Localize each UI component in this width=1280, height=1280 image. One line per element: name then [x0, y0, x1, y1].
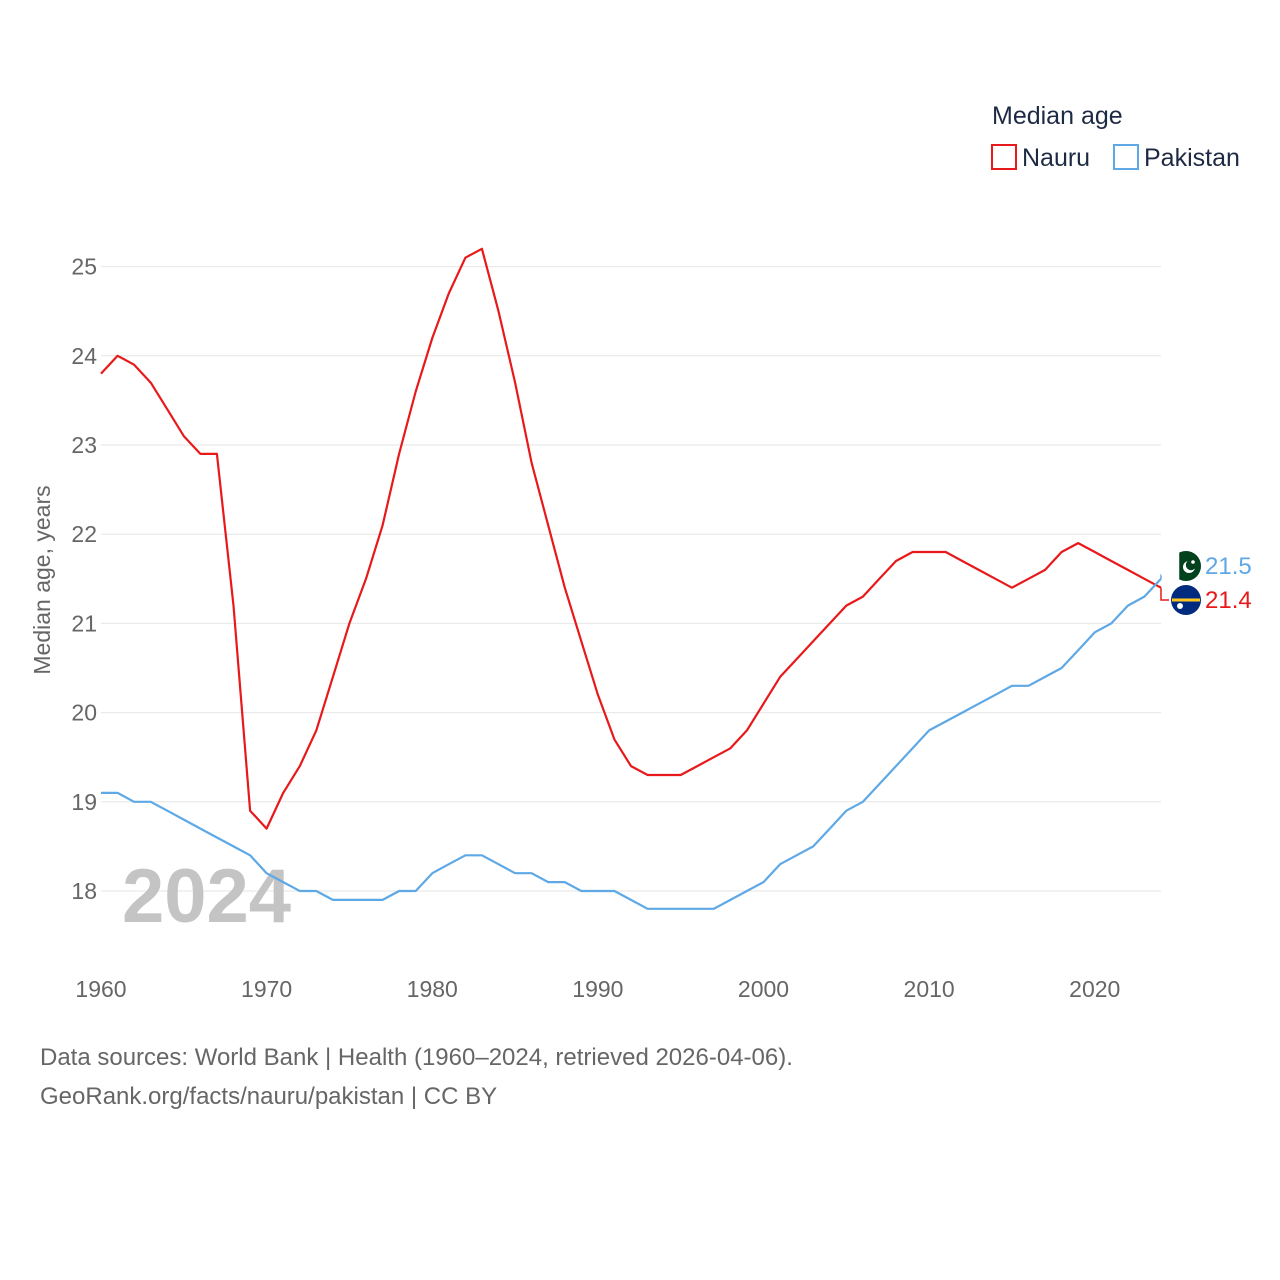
y-axis-label: Median age, years	[29, 485, 55, 674]
x-tick-label: 1970	[241, 976, 292, 1002]
x-tick-label: 2010	[904, 976, 955, 1002]
grid	[101, 266, 1161, 892]
pakistan-flag-star	[1191, 560, 1195, 564]
end-labels: 21.4 21.5	[1158, 551, 1252, 615]
x-tick-label: 1990	[572, 976, 623, 1002]
pakistan-flag-icon	[1158, 551, 1201, 581]
pakistan-flag-white-band	[1158, 551, 1180, 581]
series-line-nauru[interactable]	[100, 247, 1162, 830]
legend: Median age Nauru Pakistan	[991, 102, 1240, 172]
x-tick-label: 1960	[75, 976, 126, 1002]
y-tick-label: 20	[71, 700, 97, 726]
x-tick-label: 1980	[407, 976, 458, 1002]
y-tick-label: 24	[71, 343, 97, 369]
y-tick-label: 23	[71, 432, 97, 458]
x-axis-ticks: 1960 1970 1980 1990 2000 2010 2020	[75, 976, 1120, 1002]
legend-label-pakistan: Pakistan	[1144, 144, 1240, 172]
legend-swatch-pakistan	[1113, 144, 1139, 170]
y-tick-label: 22	[71, 521, 97, 547]
end-connector-nauru	[1160, 587, 1169, 601]
end-value-pakistan: 21.5	[1205, 553, 1252, 580]
nauru-flag-icon	[1171, 585, 1201, 615]
x-tick-label: 2020	[1069, 976, 1120, 1002]
y-tick-label: 18	[71, 878, 97, 904]
attribution-link[interactable]: GeoRank.org/facts/nauru/pakistan | CC BY	[40, 1083, 498, 1110]
legend-item-pakistan[interactable]: Pakistan	[1113, 144, 1240, 172]
y-tick-label: 25	[71, 254, 97, 280]
nauru-flag-stripe	[1172, 598, 1200, 602]
y-tick-label: 19	[71, 789, 97, 815]
data-sources-note: Data sources: World Bank | Health (1960–…	[40, 1044, 793, 1071]
legend-swatch-nauru	[991, 144, 1017, 170]
y-tick-label: 21	[71, 610, 97, 636]
series-lines	[100, 247, 1162, 910]
series-line-pakistan[interactable]	[101, 578, 1162, 910]
x-tick-label: 2000	[738, 976, 789, 1002]
legend-title: Median age	[992, 102, 1123, 130]
legend-item-nauru[interactable]: Nauru	[991, 144, 1090, 172]
year-watermark: 2024	[122, 854, 291, 939]
legend-label-nauru: Nauru	[1022, 144, 1090, 172]
end-value-nauru: 21.4	[1205, 587, 1252, 614]
nauru-flag-star	[1177, 603, 1183, 609]
y-axis-ticks: 18 19 20 21 22 23 24 25	[71, 254, 97, 904]
